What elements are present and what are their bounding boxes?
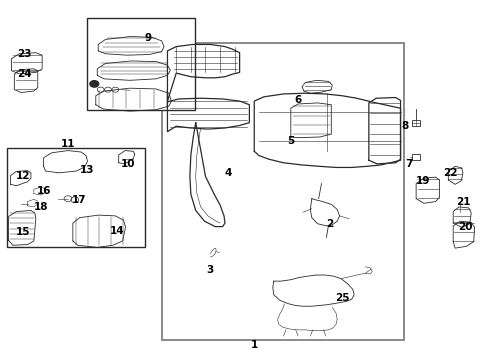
Text: 12: 12 bbox=[15, 171, 30, 181]
Text: 10: 10 bbox=[121, 159, 136, 169]
Text: 5: 5 bbox=[287, 136, 294, 145]
Bar bbox=[411, 154, 419, 160]
Bar bbox=[161, 43, 404, 339]
Text: 3: 3 bbox=[206, 265, 214, 275]
Text: 17: 17 bbox=[71, 195, 86, 205]
Text: 1: 1 bbox=[250, 340, 257, 350]
Bar bbox=[87, 18, 194, 110]
Text: 4: 4 bbox=[224, 168, 232, 178]
Bar bbox=[411, 120, 419, 126]
Text: 14: 14 bbox=[109, 226, 124, 236]
Text: 19: 19 bbox=[415, 176, 429, 186]
Text: 7: 7 bbox=[405, 159, 412, 169]
Text: 23: 23 bbox=[17, 49, 32, 59]
Text: 6: 6 bbox=[294, 95, 301, 105]
Text: 8: 8 bbox=[401, 121, 408, 131]
Text: 21: 21 bbox=[455, 197, 469, 207]
Text: 9: 9 bbox=[144, 33, 151, 43]
Text: 20: 20 bbox=[457, 222, 471, 232]
Circle shape bbox=[90, 81, 99, 87]
Text: 25: 25 bbox=[334, 293, 348, 303]
Text: 18: 18 bbox=[34, 202, 48, 212]
Text: 24: 24 bbox=[17, 69, 32, 79]
Text: 2: 2 bbox=[326, 219, 333, 229]
Text: 11: 11 bbox=[61, 139, 75, 149]
Text: 15: 15 bbox=[15, 227, 30, 237]
Text: 22: 22 bbox=[442, 168, 457, 178]
Text: 13: 13 bbox=[80, 165, 94, 175]
Text: 16: 16 bbox=[37, 186, 52, 197]
Bar bbox=[6, 148, 144, 247]
